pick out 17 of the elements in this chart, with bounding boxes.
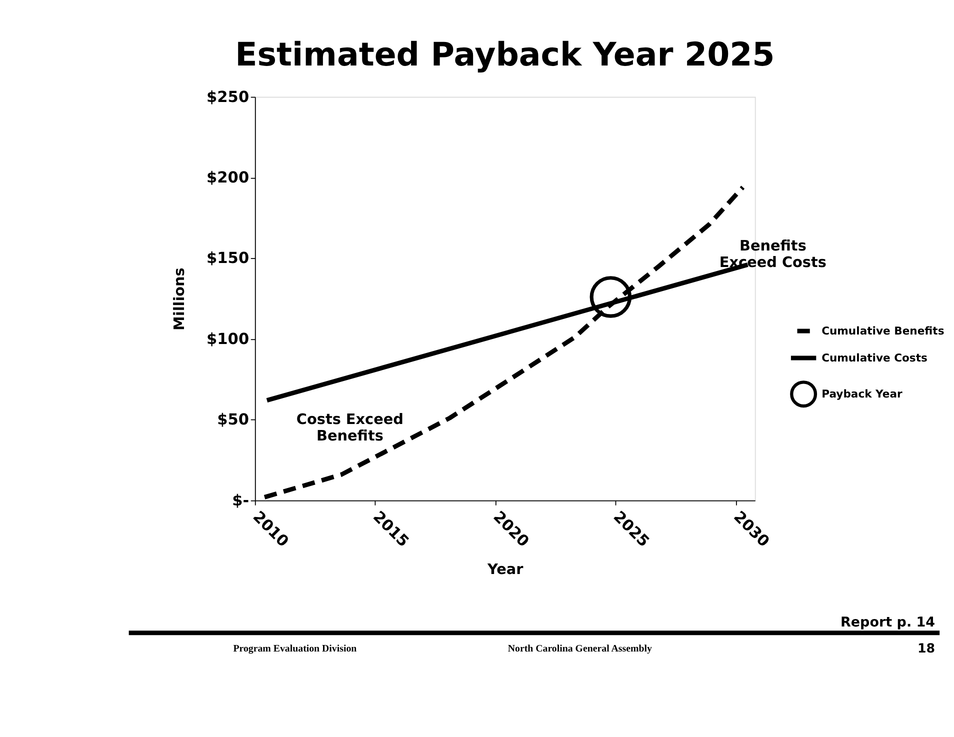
y-tick-label: $250	[206, 88, 250, 106]
chart-title: Estimated Payback Year 2025	[235, 35, 775, 74]
text: North Carolina General Assembly	[508, 644, 652, 655]
y-tick-label: $100	[206, 330, 250, 348]
legend-label: Payback Year	[822, 388, 903, 401]
text: Report p. 14	[840, 614, 936, 631]
legend-label: Cumulative Costs	[822, 352, 928, 365]
x-axis-title: Year	[486, 562, 524, 578]
y-tick-label: $50	[217, 410, 250, 429]
annotation: Costs Exceed Benefits	[296, 412, 404, 444]
y-tick-label: $200	[206, 168, 250, 186]
text: Program Evaluation Division	[233, 644, 358, 655]
text: 18	[918, 640, 936, 656]
y-axis-title: Millions	[172, 268, 188, 330]
y-tick-label: $150	[206, 249, 250, 268]
y-tick-label: $-	[232, 491, 250, 510]
legend-label: Cumulative Benefits	[822, 324, 944, 338]
